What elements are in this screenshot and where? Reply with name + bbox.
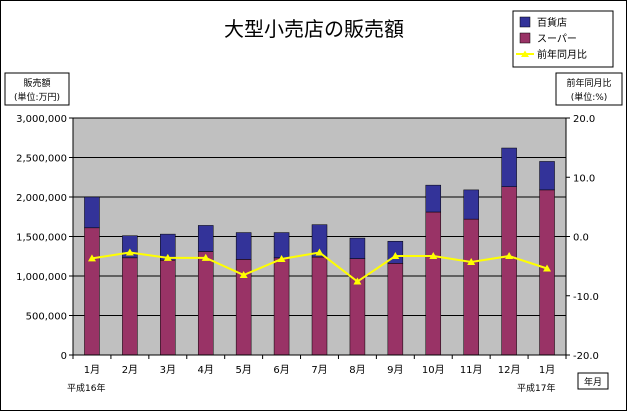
x-tick-label: 11月 [460, 364, 483, 376]
x-tick-label: 10月 [422, 364, 445, 376]
year-start-label: 平成16年 [67, 382, 105, 394]
grid-lines [73, 117, 566, 316]
y-left-tick-label: 500,000 [26, 312, 67, 323]
legend-label-ratio: 前年同月比 [537, 48, 587, 61]
bar-super [273, 257, 290, 356]
ratio-line-series [87, 248, 552, 285]
y-right-axis: -20.0 -10.0 0.0 10.0 20.0 [565, 114, 599, 362]
bar-dept [349, 237, 366, 259]
ratio-marker [391, 252, 400, 260]
bar-super [539, 189, 555, 356]
x-tick-label: 1月 [84, 364, 100, 376]
legend-label-super: スーパー [537, 33, 577, 45]
bar-super [349, 258, 366, 356]
ratio-marker [353, 277, 362, 285]
x-axis: 1月 2月 3月 4月 5月 6月 7月 8月 9月 10月 11月 12月 1月 [72, 354, 567, 376]
x-axis-label: 年月 [584, 376, 602, 388]
x-tick-label: 2月 [122, 364, 138, 376]
y-left-label-line2: (単位:万円) [14, 91, 60, 103]
bar-series [84, 147, 555, 356]
ratio-marker [429, 252, 438, 260]
x-tick-label: 9月 [387, 364, 403, 376]
ratio-marker [201, 253, 210, 261]
legend-swatch-dept [519, 16, 531, 28]
y-left-tick-label: 0 [61, 351, 67, 362]
y-right-tick-label: 10.0 [573, 173, 595, 184]
bar-super [160, 259, 176, 356]
bar-dept [197, 225, 214, 252]
y-right-label-line1: 前年同月比 [566, 77, 611, 89]
y-right-tick-label: 20.0 [573, 114, 595, 125]
y-left-tick-label: 2,000,000 [16, 193, 67, 204]
y-left-label-line1: 販売額 [23, 77, 50, 89]
bar-super [501, 186, 517, 356]
x-tick-label: 5月 [235, 364, 251, 376]
bar-dept [463, 189, 479, 220]
y-right-label-line2: (単位:%) [571, 91, 608, 103]
y-right-tick-label: -10.0 [573, 292, 599, 303]
y-left-tick-label: 1,500,000 [16, 233, 67, 244]
bar-super [463, 218, 479, 356]
x-tick-label: 7月 [311, 364, 327, 376]
bar-super [387, 263, 404, 356]
bar-super [122, 257, 138, 356]
x-label-box [577, 372, 609, 390]
ratio-marker [543, 264, 552, 272]
y-right-tick-label: 0.0 [573, 233, 589, 244]
bar-super [425, 211, 442, 356]
ratio-marker [87, 254, 96, 262]
x-tick-label: 3月 [160, 364, 176, 376]
ratio-marker [163, 253, 172, 261]
chart-title: 大型小売店の販売額 [224, 17, 404, 41]
year-end-label: 平成17年 [517, 382, 555, 394]
x-tick-label: 12月 [498, 364, 521, 376]
bar-dept [311, 224, 328, 258]
y-left-tick-label: 2,500,000 [16, 154, 67, 165]
legend-label-dept: 百貨店 [537, 16, 567, 29]
y-right-tick-label: -20.0 [573, 351, 599, 362]
bar-dept [273, 232, 290, 259]
bar-super [197, 251, 214, 356]
bar-dept [539, 161, 555, 191]
x-tick-label: 6月 [273, 364, 289, 376]
y-left-tick-label: 3,000,000 [16, 114, 67, 125]
y-left-axis: 0 500,000 1,000,000 1,500,000 2,000,000 2,500… [16, 114, 74, 362]
bar-dept [501, 147, 517, 187]
ratio-marker [239, 271, 248, 279]
x-tick-label: 4月 [198, 364, 214, 376]
bar-super [311, 256, 328, 356]
legend-swatch-super [519, 32, 531, 44]
y-left-tick-label: 1,000,000 [16, 272, 67, 283]
x-tick-label: 1月 [539, 364, 555, 376]
ratio-marker [315, 248, 324, 256]
legend-marker-ratio [521, 50, 529, 57]
y-left-label-box [4, 72, 70, 106]
bar-dept [235, 232, 252, 260]
ratio-marker [125, 248, 134, 256]
legend: 百貨店 スーパー 前年同月比 [512, 10, 614, 68]
ratio-marker [467, 257, 476, 265]
ratio-marker [505, 252, 514, 260]
bar-dept [425, 184, 442, 213]
x-tick-label: 8月 [349, 364, 365, 376]
bar-super [84, 227, 100, 356]
ratio-marker [277, 255, 286, 263]
y-right-label-box [555, 72, 623, 106]
bar-dept [84, 196, 100, 229]
